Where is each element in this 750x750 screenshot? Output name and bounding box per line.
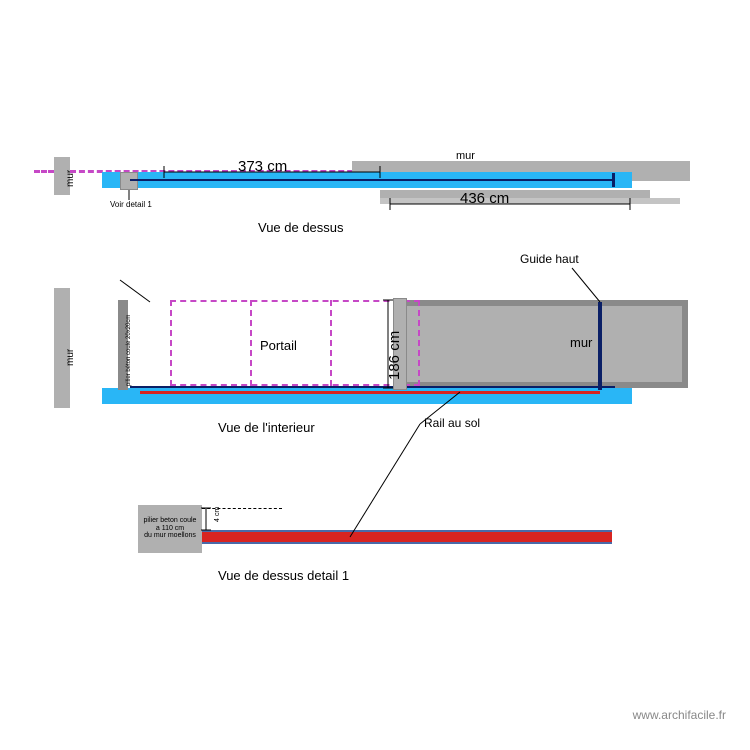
label-vue-detail: Vue de dessus detail 1 xyxy=(218,568,349,583)
dim-4cm-label: 4 cm xyxy=(214,507,221,522)
diagram-stage: { "colors": { "gray": "#b0b0b0", "gray_d… xyxy=(0,0,750,750)
dim-4cm-line xyxy=(0,0,750,750)
watermark: www.archifacile.fr xyxy=(633,708,726,722)
